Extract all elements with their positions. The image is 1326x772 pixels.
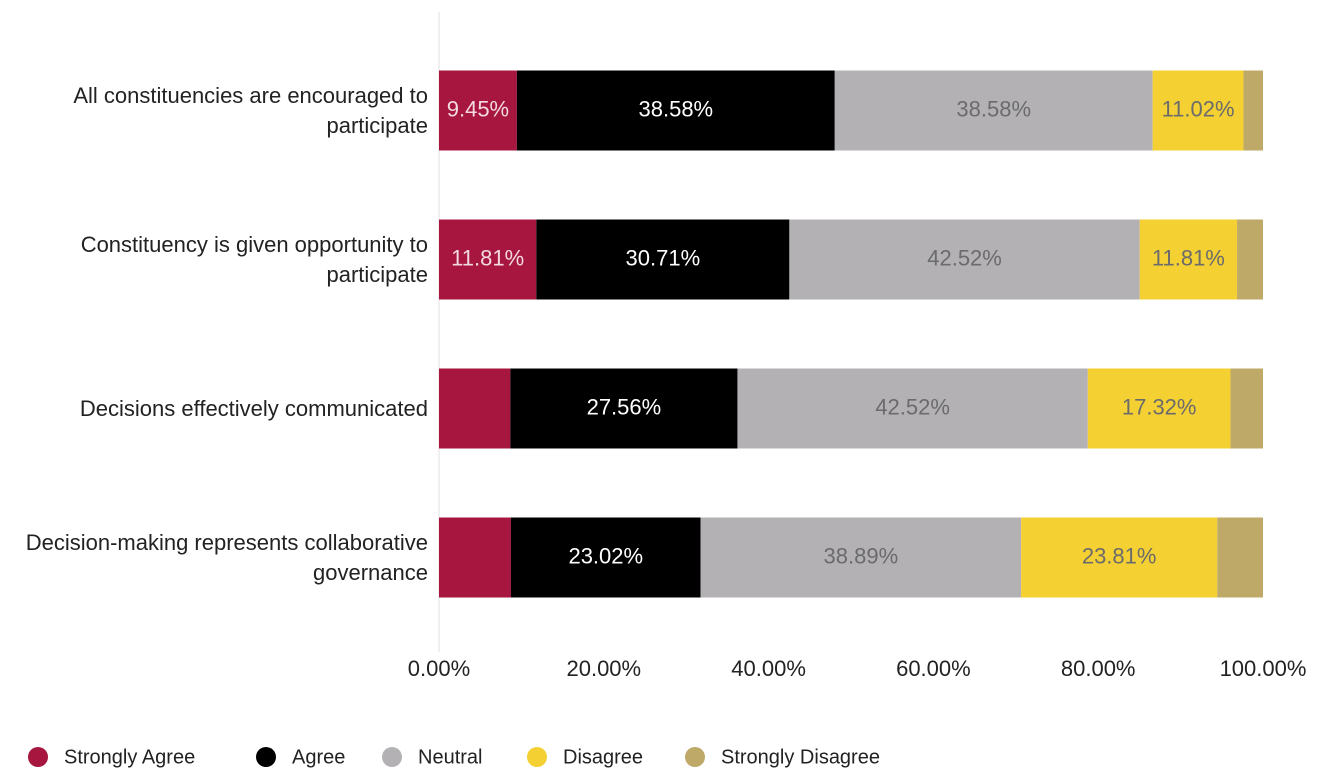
category-label: All constituencies are encouraged to par… xyxy=(0,36,428,185)
bar-segment xyxy=(737,368,1088,449)
category-label: Constituency is given opportunity to par… xyxy=(0,185,428,334)
x-tick-label: 100.00% xyxy=(1220,656,1307,681)
value-label: 38.58% xyxy=(639,96,714,121)
bar-segment xyxy=(1087,368,1231,449)
bar-segment xyxy=(834,70,1153,151)
x-tick-label: 60.00% xyxy=(896,656,971,681)
category-label: Decisions effectively communicated xyxy=(0,334,428,483)
bar-segment xyxy=(516,70,835,151)
legend-label: Strongly Disagree xyxy=(721,746,880,768)
bar-segment xyxy=(1230,368,1263,449)
x-tick-label: 20.00% xyxy=(566,656,641,681)
value-label: 42.52% xyxy=(927,245,1002,270)
bar-segment xyxy=(1217,517,1263,598)
bar-segment xyxy=(1139,219,1238,300)
value-label: 27.56% xyxy=(587,394,662,419)
legend-marker xyxy=(256,747,276,767)
category-label: Decision-making represents collaborative… xyxy=(0,483,428,632)
value-label: 38.58% xyxy=(956,96,1031,121)
value-label: 38.89% xyxy=(824,543,899,568)
legend-marker xyxy=(28,747,48,767)
bar-segment xyxy=(439,219,537,300)
bar-segment xyxy=(510,517,701,598)
x-tick-label: 0.00% xyxy=(408,656,470,681)
category-text: Decisions effectively communicated xyxy=(79,395,428,421)
value-label: 17.32% xyxy=(1122,394,1197,419)
bar-segment xyxy=(700,517,1022,598)
bar-segment xyxy=(536,219,790,300)
legend-marker xyxy=(685,747,705,767)
value-label: 11.81% xyxy=(1152,245,1225,270)
bar-segment xyxy=(439,368,511,449)
value-label: 23.81% xyxy=(1082,543,1157,568)
bar-segment xyxy=(789,219,1140,300)
legend-label: Agree xyxy=(292,746,345,768)
bar-segment xyxy=(1243,70,1263,151)
category-text: Decision-making represents collaborative… xyxy=(25,529,428,585)
value-label: 30.71% xyxy=(626,245,701,270)
x-tick-label: 40.00% xyxy=(731,656,806,681)
value-label: 9.45% xyxy=(447,96,509,121)
value-label: 11.02% xyxy=(1162,96,1235,121)
legend-marker xyxy=(382,747,402,767)
value-label: 11.81% xyxy=(451,245,524,270)
legend-label: Strongly Agree xyxy=(64,746,195,768)
legend-label: Neutral xyxy=(418,746,482,768)
legend-label: Disagree xyxy=(563,746,643,768)
bar-segment xyxy=(1021,517,1218,598)
value-label: 23.02% xyxy=(568,543,643,568)
bar-segment xyxy=(439,70,517,151)
bar-segment xyxy=(439,517,511,598)
bar-segment xyxy=(1152,70,1244,151)
value-label: 42.52% xyxy=(875,394,950,419)
category-text: All constituencies are encouraged to par… xyxy=(73,82,428,138)
bar-segment xyxy=(1237,219,1263,300)
x-tick-label: 80.00% xyxy=(1061,656,1136,681)
category-text: Constituency is given opportunity to par… xyxy=(80,231,428,287)
legend-marker xyxy=(527,747,547,767)
bar-segment xyxy=(510,368,738,449)
